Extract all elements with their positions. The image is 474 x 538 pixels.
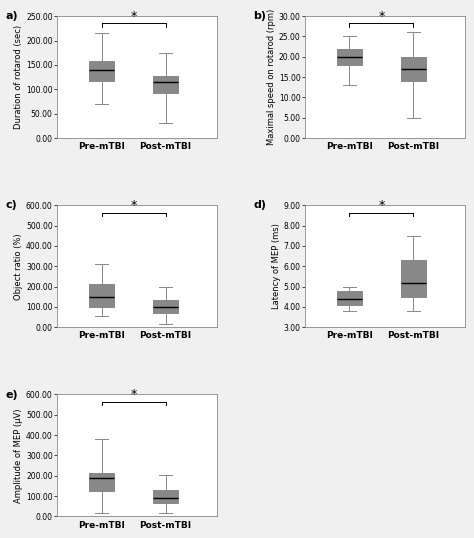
Y-axis label: Maximal speed on rotarod (rpm): Maximal speed on rotarod (rpm) — [267, 9, 276, 145]
PathPatch shape — [89, 473, 114, 491]
Text: *: * — [130, 10, 137, 23]
Text: *: * — [378, 199, 384, 212]
Text: e): e) — [6, 390, 18, 400]
PathPatch shape — [153, 491, 178, 503]
Text: d): d) — [254, 201, 266, 210]
PathPatch shape — [401, 57, 426, 81]
PathPatch shape — [89, 284, 114, 307]
PathPatch shape — [337, 48, 362, 65]
Text: *: * — [130, 199, 137, 212]
PathPatch shape — [337, 291, 362, 305]
PathPatch shape — [401, 260, 426, 297]
Y-axis label: Duration of rotarod (sec): Duration of rotarod (sec) — [14, 25, 23, 129]
Y-axis label: Latency of MEP (ms): Latency of MEP (ms) — [272, 223, 281, 309]
Text: c): c) — [6, 201, 18, 210]
PathPatch shape — [153, 300, 178, 314]
Text: b): b) — [254, 11, 266, 22]
PathPatch shape — [89, 61, 114, 81]
PathPatch shape — [153, 76, 178, 93]
Y-axis label: Object ratio (%): Object ratio (%) — [14, 233, 23, 300]
Text: *: * — [378, 10, 384, 23]
Text: *: * — [130, 388, 137, 401]
Y-axis label: Amplitude of MEP (μV): Amplitude of MEP (μV) — [14, 408, 23, 502]
Text: a): a) — [6, 11, 18, 22]
